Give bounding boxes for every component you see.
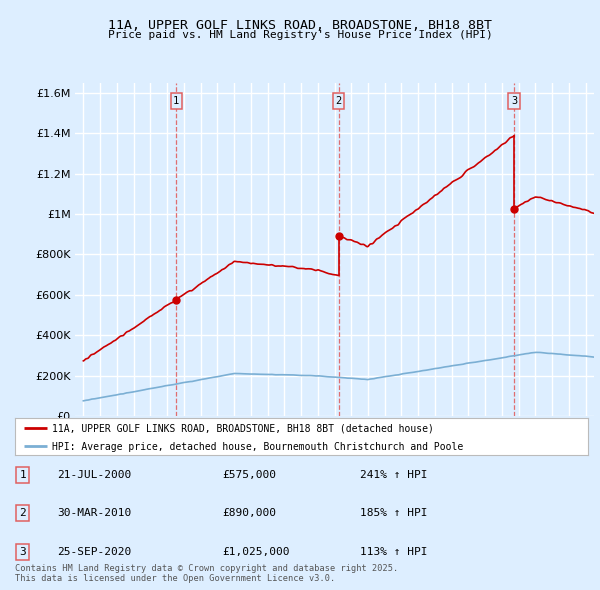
Text: 21-JUL-2000: 21-JUL-2000 bbox=[57, 470, 131, 480]
Text: 2: 2 bbox=[19, 509, 26, 518]
Text: Contains HM Land Registry data © Crown copyright and database right 2025.
This d: Contains HM Land Registry data © Crown c… bbox=[15, 563, 398, 583]
Text: 2: 2 bbox=[335, 96, 341, 106]
Text: 3: 3 bbox=[19, 547, 26, 556]
Text: 30-MAR-2010: 30-MAR-2010 bbox=[57, 509, 131, 518]
Text: 3: 3 bbox=[511, 96, 517, 106]
Text: 11A, UPPER GOLF LINKS ROAD, BROADSTONE, BH18 8BT (detached house): 11A, UPPER GOLF LINKS ROAD, BROADSTONE, … bbox=[52, 424, 434, 433]
Text: 1: 1 bbox=[19, 470, 26, 480]
Text: HPI: Average price, detached house, Bournemouth Christchurch and Poole: HPI: Average price, detached house, Bour… bbox=[52, 442, 463, 452]
Text: 241% ↑ HPI: 241% ↑ HPI bbox=[360, 470, 427, 480]
Text: 185% ↑ HPI: 185% ↑ HPI bbox=[360, 509, 427, 518]
Text: 25-SEP-2020: 25-SEP-2020 bbox=[57, 547, 131, 556]
Text: 113% ↑ HPI: 113% ↑ HPI bbox=[360, 547, 427, 556]
Text: £890,000: £890,000 bbox=[222, 509, 276, 518]
Text: Price paid vs. HM Land Registry's House Price Index (HPI): Price paid vs. HM Land Registry's House … bbox=[107, 30, 493, 40]
Text: £575,000: £575,000 bbox=[222, 470, 276, 480]
Text: £1,025,000: £1,025,000 bbox=[222, 547, 290, 556]
Text: 1: 1 bbox=[173, 96, 179, 106]
Text: 11A, UPPER GOLF LINKS ROAD, BROADSTONE, BH18 8BT: 11A, UPPER GOLF LINKS ROAD, BROADSTONE, … bbox=[108, 19, 492, 32]
